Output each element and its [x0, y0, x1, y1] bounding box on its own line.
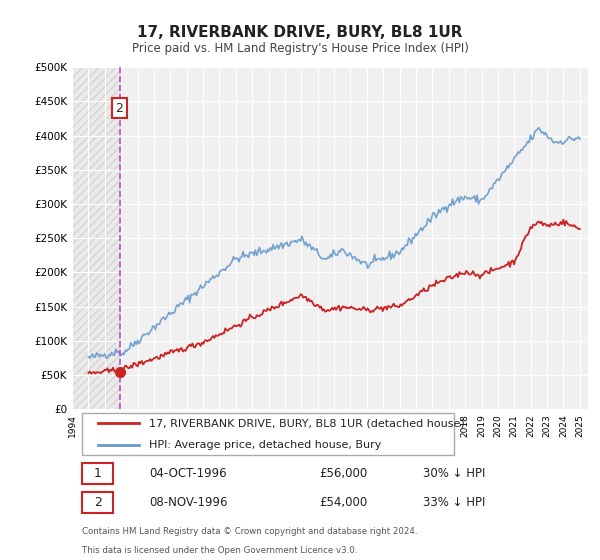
Text: 04-OCT-1996: 04-OCT-1996 [149, 467, 227, 480]
Text: 30% ↓ HPI: 30% ↓ HPI [423, 467, 485, 480]
Text: 33% ↓ HPI: 33% ↓ HPI [423, 496, 485, 509]
Text: £56,000: £56,000 [320, 467, 368, 480]
Text: 17, RIVERBANK DRIVE, BURY, BL8 1UR: 17, RIVERBANK DRIVE, BURY, BL8 1UR [137, 25, 463, 40]
FancyBboxPatch shape [82, 413, 454, 455]
Text: 2: 2 [94, 496, 102, 509]
Text: Price paid vs. HM Land Registry's House Price Index (HPI): Price paid vs. HM Land Registry's House … [131, 42, 469, 55]
Text: This data is licensed under the Open Government Licence v3.0.: This data is licensed under the Open Gov… [82, 545, 358, 554]
Text: 2: 2 [116, 102, 124, 115]
Text: 1: 1 [94, 467, 102, 480]
Text: Contains HM Land Registry data © Crown copyright and database right 2024.: Contains HM Land Registry data © Crown c… [82, 527, 418, 536]
Text: 17, RIVERBANK DRIVE, BURY, BL8 1UR (detached house): 17, RIVERBANK DRIVE, BURY, BL8 1UR (deta… [149, 418, 465, 428]
Text: 08-NOV-1996: 08-NOV-1996 [149, 496, 228, 509]
Text: HPI: Average price, detached house, Bury: HPI: Average price, detached house, Bury [149, 440, 382, 450]
FancyBboxPatch shape [82, 463, 113, 484]
Text: £54,000: £54,000 [320, 496, 368, 509]
FancyBboxPatch shape [82, 492, 113, 513]
